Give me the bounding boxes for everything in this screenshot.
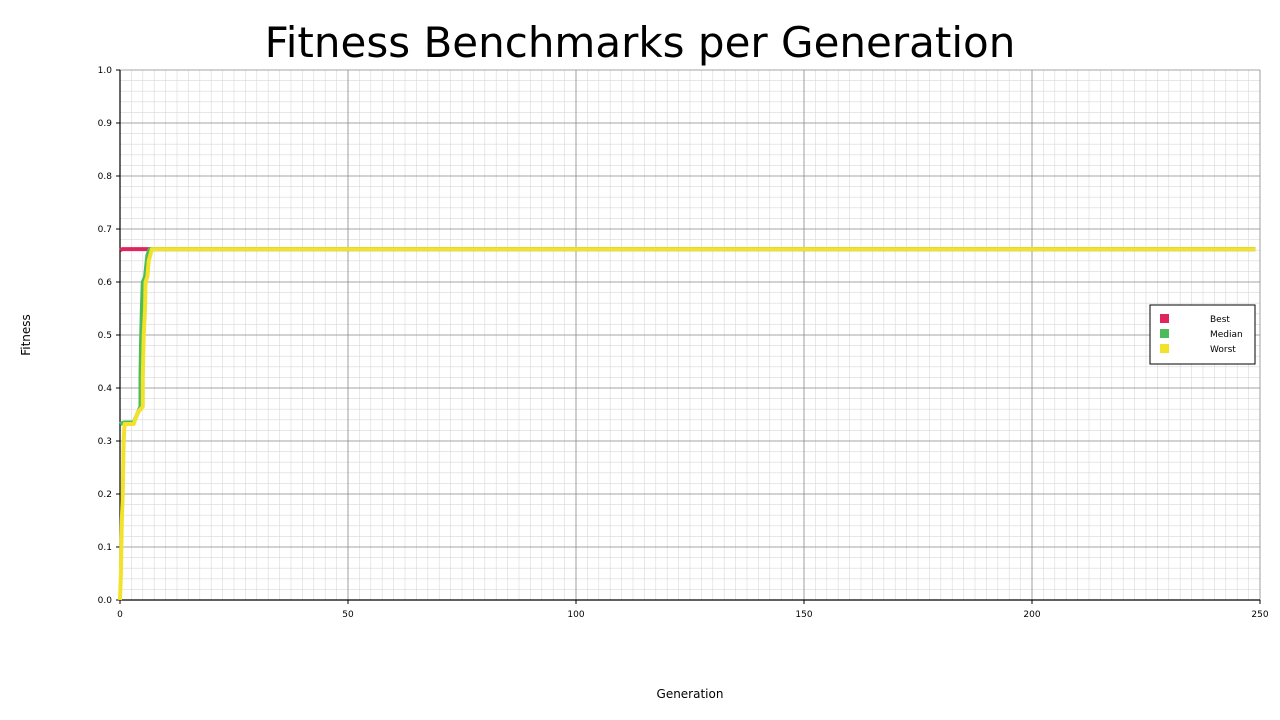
legend-swatch-worst — [1160, 344, 1169, 353]
y-tick-label: 0.5 — [98, 331, 112, 341]
legend: Best Median Worst — [1149, 304, 1256, 365]
y-tick-label: 0.1 — [98, 543, 112, 553]
legend-label-best: Best — [1210, 315, 1230, 325]
legend-label-median: Median — [1210, 330, 1243, 340]
y-tick-label: 0.9 — [98, 119, 113, 129]
y-tick-label: 1.0 — [98, 66, 113, 76]
x-tick-label: 150 — [795, 610, 812, 620]
grid — [119, 69, 1261, 601]
y-tick-label: 0.0 — [98, 596, 113, 606]
x-tick-label: 100 — [567, 610, 584, 620]
y-axis-label: Fitness — [19, 314, 33, 356]
x-axis-label: Generation — [657, 687, 724, 701]
y-tick-label: 0.7 — [98, 225, 112, 235]
legend-swatch-median — [1160, 329, 1169, 338]
legend-swatch-best — [1160, 314, 1169, 323]
y-tick-label: 0.6 — [98, 278, 113, 288]
y-tick-label: 0.2 — [98, 490, 112, 500]
chart-title: Fitness Benchmarks per Generation — [264, 18, 1016, 67]
series-line-median — [119, 247, 1256, 426]
y-tick-label: 0.8 — [98, 172, 113, 182]
x-tick-label: 250 — [1251, 610, 1268, 620]
x-tick-label: 50 — [342, 610, 354, 620]
y-tick-label: 0.4 — [98, 384, 113, 394]
series-lines — [118, 247, 1256, 601]
x-tick-label: 200 — [1023, 610, 1040, 620]
series-line-worst — [118, 247, 1256, 601]
axes: 0 50 100 150 200 250 0.0 0.1 0.2 0.3 0.4 0.5 0.6 0.7 0… — [98, 66, 1269, 620]
x-tick-label: 0 — [117, 610, 123, 620]
y-tick-label: 0.3 — [98, 437, 112, 447]
legend-label-worst: Worst — [1210, 345, 1236, 355]
